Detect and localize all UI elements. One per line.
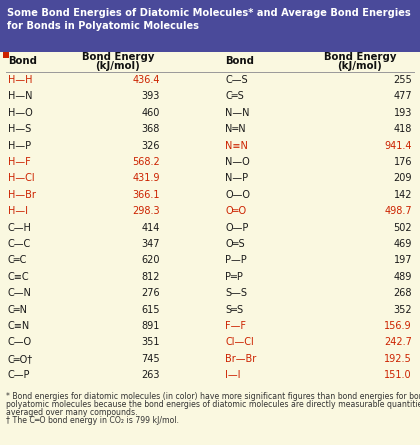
Text: 891: 891: [142, 321, 160, 331]
Text: 418: 418: [394, 124, 412, 134]
Text: 615: 615: [142, 304, 160, 315]
Text: H—F: H—F: [8, 157, 31, 167]
Text: C═C: C═C: [8, 255, 27, 265]
Text: 812: 812: [142, 272, 160, 282]
Text: C═O†: C═O†: [8, 354, 33, 364]
Text: O—P: O—P: [225, 222, 248, 233]
Text: 393: 393: [142, 91, 160, 101]
Text: C—N: C—N: [8, 288, 32, 298]
Text: 351: 351: [142, 337, 160, 348]
Text: H—O: H—O: [8, 108, 33, 118]
Bar: [3, 52, 9, 58]
Text: N—P: N—P: [225, 174, 248, 183]
Text: 436.4: 436.4: [132, 75, 160, 85]
Text: Bond: Bond: [8, 56, 37, 66]
Text: 192.5: 192.5: [384, 354, 412, 364]
Bar: [0, 0, 420, 52]
Text: H—Cl: H—Cl: [8, 174, 34, 183]
Text: 568.2: 568.2: [132, 157, 160, 167]
Text: 142: 142: [394, 190, 412, 200]
Text: 489: 489: [394, 272, 412, 282]
Text: I—I: I—I: [225, 370, 241, 380]
Text: C—O: C—O: [8, 337, 32, 348]
Text: 469: 469: [394, 239, 412, 249]
Text: 477: 477: [394, 91, 412, 101]
Text: Bond: Bond: [225, 56, 254, 66]
Text: (kJ/mol): (kJ/mol): [338, 61, 382, 71]
Text: 745: 745: [142, 354, 160, 364]
Text: C═S: C═S: [225, 91, 244, 101]
Text: H—I: H—I: [8, 206, 28, 216]
Text: F—F: F—F: [225, 321, 246, 331]
Text: 326: 326: [142, 141, 160, 150]
Text: H—Br: H—Br: [8, 190, 36, 200]
Text: O═S: O═S: [225, 239, 244, 249]
Text: N—N: N—N: [225, 108, 249, 118]
Text: Cl—Cl: Cl—Cl: [225, 337, 254, 348]
Text: Br—Br: Br—Br: [225, 354, 256, 364]
Text: 298.3: 298.3: [132, 206, 160, 216]
Text: 197: 197: [394, 255, 412, 265]
Text: 498.7: 498.7: [384, 206, 412, 216]
Text: averaged over many compounds.: averaged over many compounds.: [6, 408, 138, 417]
Text: 431.9: 431.9: [132, 174, 160, 183]
Text: 255: 255: [393, 75, 412, 85]
Text: 176: 176: [394, 157, 412, 167]
Text: C—C: C—C: [8, 239, 31, 249]
Text: 414: 414: [142, 222, 160, 233]
Text: C═N: C═N: [8, 304, 28, 315]
Text: C≡C: C≡C: [8, 272, 30, 282]
Text: 263: 263: [142, 370, 160, 380]
Text: 502: 502: [394, 222, 412, 233]
Text: N≡N: N≡N: [225, 141, 248, 150]
Text: C—P: C—P: [8, 370, 31, 380]
Text: N—O: N—O: [225, 157, 250, 167]
Text: 268: 268: [394, 288, 412, 298]
Text: S—S: S—S: [225, 288, 247, 298]
Text: C≡N: C≡N: [8, 321, 30, 331]
Text: (kJ/mol): (kJ/mol): [96, 61, 140, 71]
Text: 941.4: 941.4: [384, 141, 412, 150]
Text: for Bonds in Polyatomic Molecules: for Bonds in Polyatomic Molecules: [7, 21, 199, 31]
Text: H—P: H—P: [8, 141, 31, 150]
Text: 276: 276: [142, 288, 160, 298]
Text: 620: 620: [142, 255, 160, 265]
Text: 151.0: 151.0: [384, 370, 412, 380]
Text: S═S: S═S: [225, 304, 243, 315]
Text: 460: 460: [142, 108, 160, 118]
Text: † The C═O bond energy in CO₂ is 799 kJ/mol.: † The C═O bond energy in CO₂ is 799 kJ/m…: [6, 416, 179, 425]
Text: O—O: O—O: [225, 190, 250, 200]
Text: H—N: H—N: [8, 91, 32, 101]
Text: Some Bond Energies of Diatomic Molecules* and Average Bond Energies: Some Bond Energies of Diatomic Molecules…: [7, 8, 411, 18]
Text: 368: 368: [142, 124, 160, 134]
Text: 366.1: 366.1: [132, 190, 160, 200]
Text: Bond Energy: Bond Energy: [324, 52, 396, 62]
Text: 156.9: 156.9: [384, 321, 412, 331]
Text: 352: 352: [394, 304, 412, 315]
Text: H—H: H—H: [8, 75, 32, 85]
Text: 209: 209: [394, 174, 412, 183]
Text: C—S: C—S: [225, 75, 248, 85]
Text: P═P: P═P: [225, 272, 243, 282]
Text: polyatomic molecules because the bond energies of diatomic molecules are directl: polyatomic molecules because the bond en…: [6, 400, 420, 409]
Text: P—P: P—P: [225, 255, 247, 265]
Text: 193: 193: [394, 108, 412, 118]
Text: O═O: O═O: [225, 206, 246, 216]
Text: N═N: N═N: [225, 124, 246, 134]
Text: 242.7: 242.7: [384, 337, 412, 348]
Text: Bond Energy: Bond Energy: [82, 52, 154, 62]
Text: C—H: C—H: [8, 222, 32, 233]
Text: * Bond energies for diatomic molecules (in color) have more significant figures : * Bond energies for diatomic molecules (…: [6, 392, 420, 401]
Text: H—S: H—S: [8, 124, 31, 134]
Text: 347: 347: [142, 239, 160, 249]
